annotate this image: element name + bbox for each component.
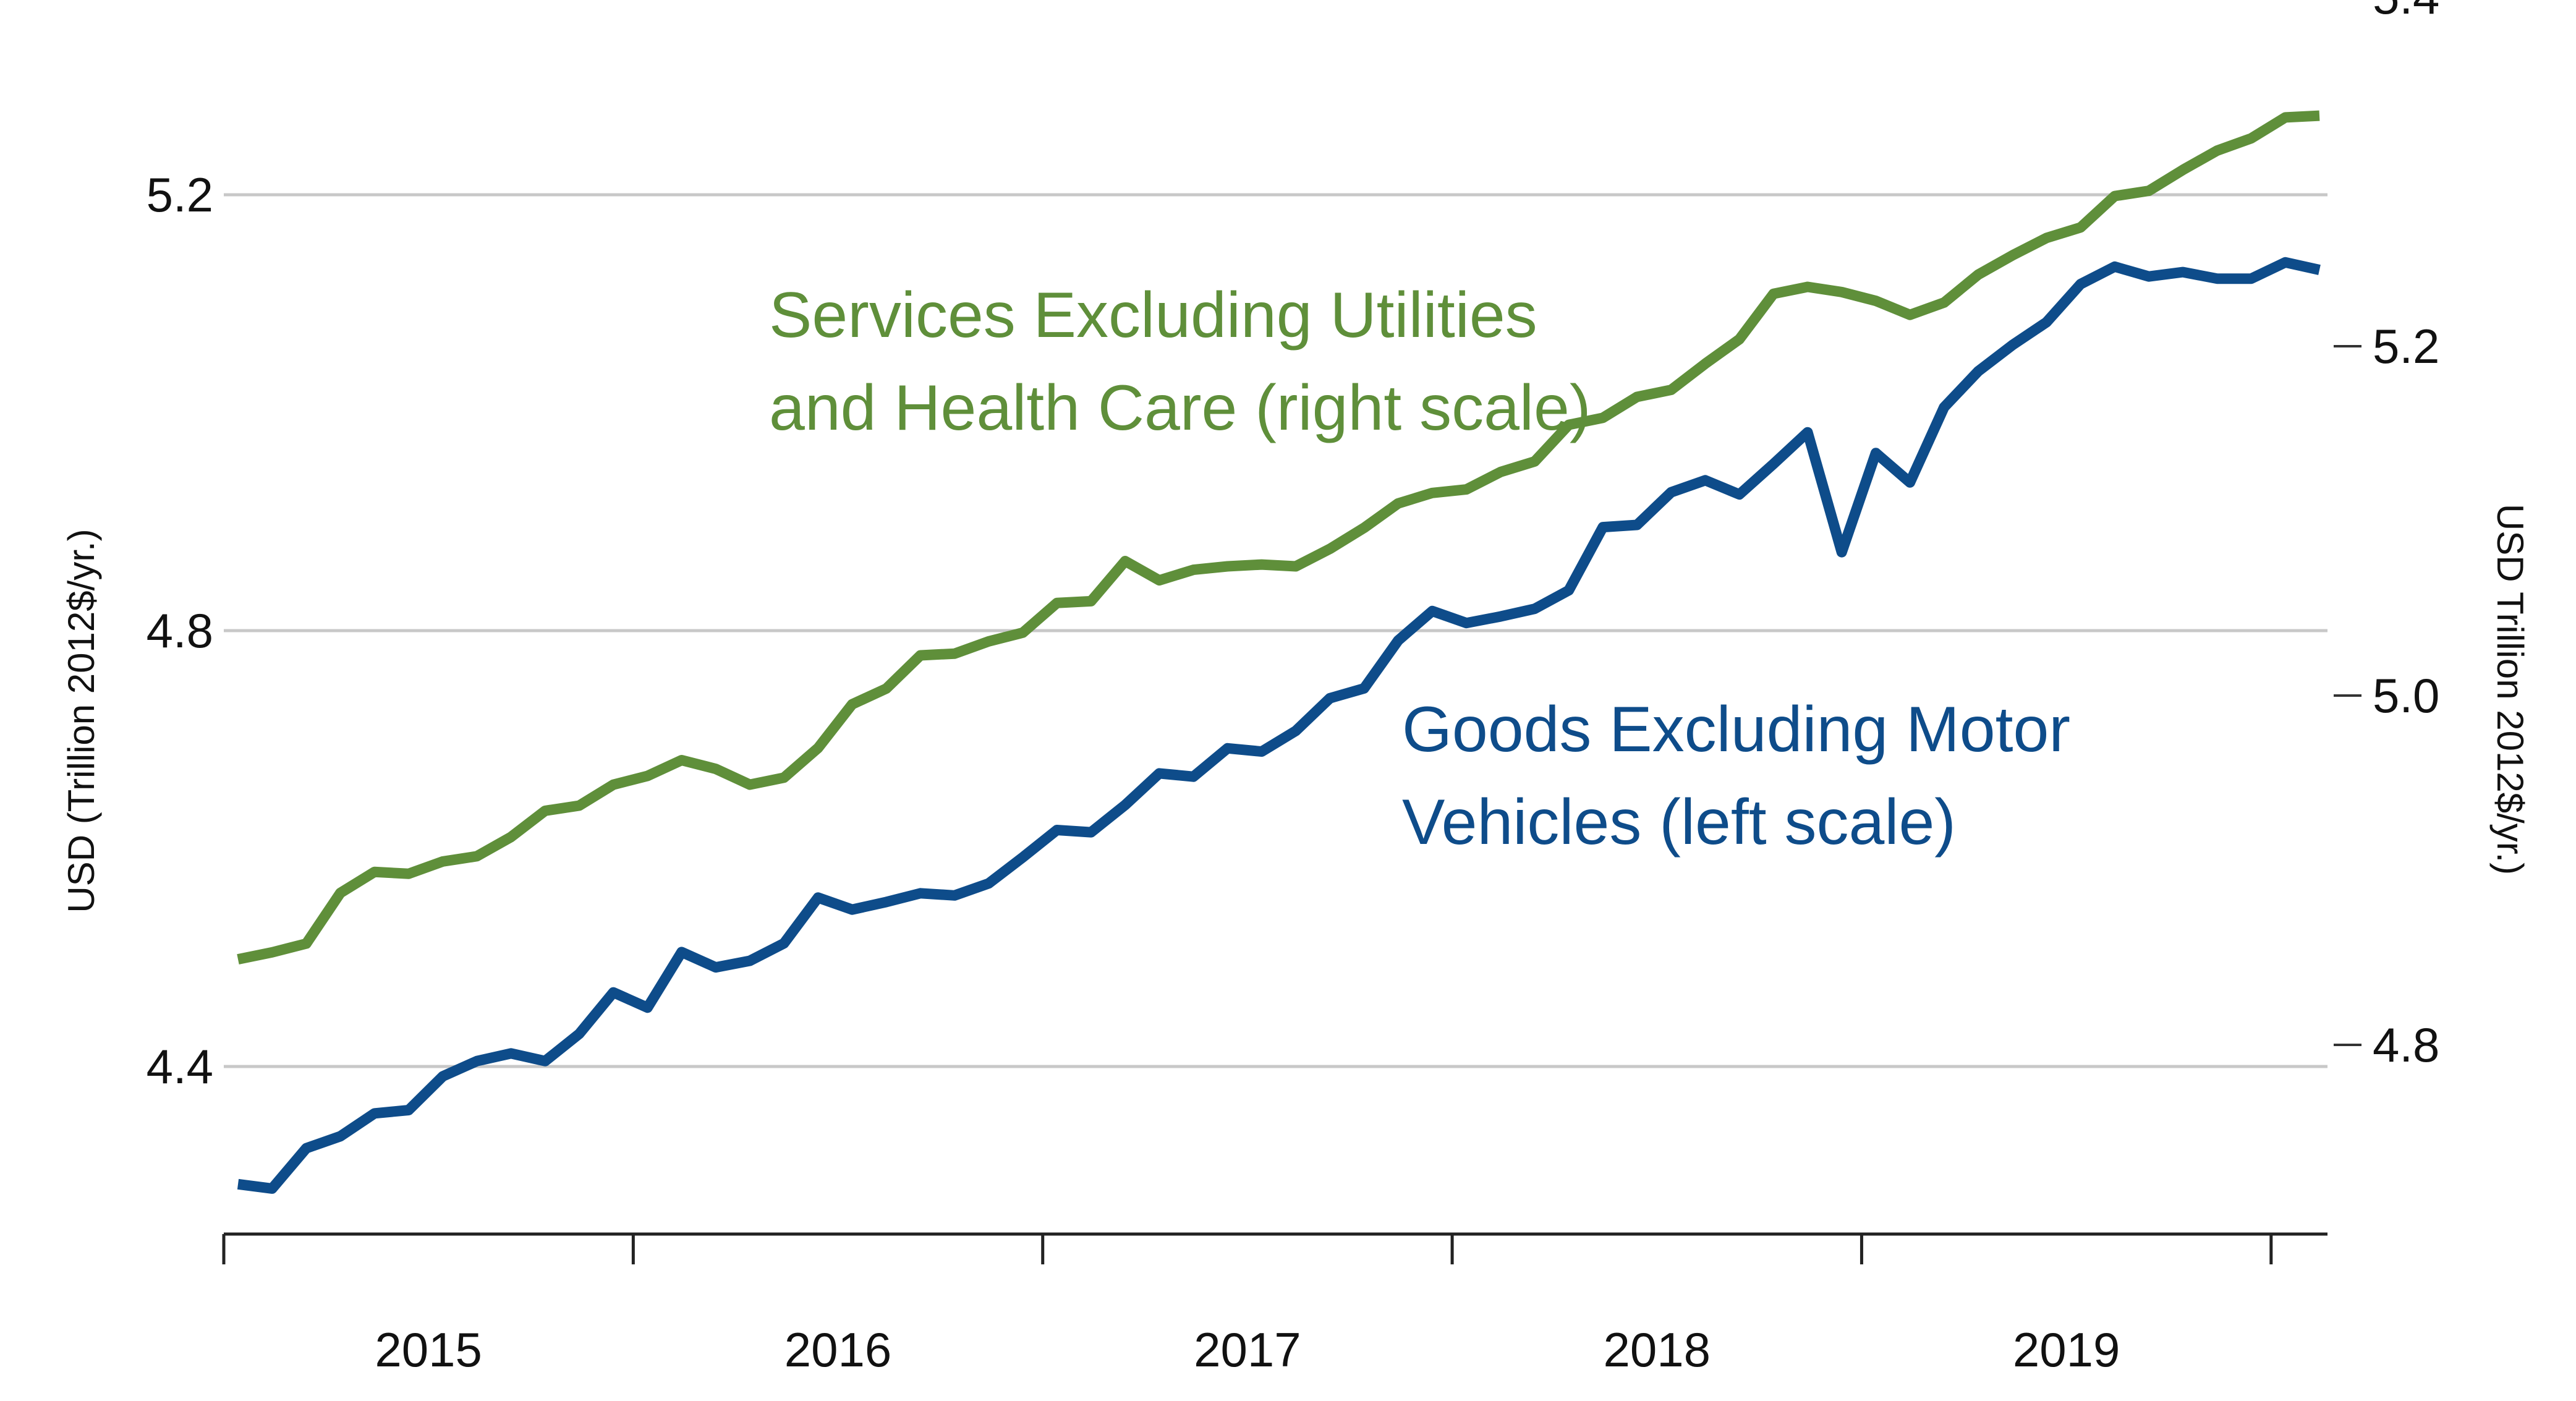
right-axis-title: USD Trillion 2012$/yr.): [2489, 504, 2531, 875]
tick-labels: 4.4 4.8 5.2 4.8 5.0 5.2 5.4 2015 2016 2017 2018 201…: [147, 0, 2440, 1377]
left-axis-title: USD (Trillion 2012$/yr.): [61, 529, 102, 913]
right-tick-label: 5.0: [2373, 668, 2439, 723]
right-axis-ticks: [2334, 345, 2361, 1046]
left-tick-label: 4.4: [147, 1039, 213, 1094]
x-tick-label: 2016: [784, 1322, 892, 1377]
x-tick-label: 2018: [1603, 1322, 1711, 1377]
left-tick-label: 4.8: [147, 603, 213, 658]
x-tick-label: 2019: [2013, 1322, 2120, 1377]
right-tick-label: 5.2: [2373, 319, 2439, 373]
x-tick-label: 2017: [1194, 1322, 1301, 1377]
series-label-services-line2: and Health Care (right scale): [769, 372, 1591, 444]
series-label-goods-line2: Vehicles (left scale): [1402, 786, 1956, 858]
gridlines: [224, 193, 2327, 1068]
right-tick-label: 4.8: [2373, 1018, 2439, 1072]
series-lines: [237, 110, 2321, 1194]
x-axis: [222, 1232, 2327, 1264]
x-tick-label: 2015: [375, 1322, 482, 1377]
series-line-goods: [237, 257, 2321, 1194]
series-label-services-line1: Services Excluding Utilities: [769, 279, 1537, 351]
right-tick-label: 5.4: [2373, 0, 2439, 24]
left-tick-label: 5.2: [147, 168, 213, 222]
series-label-goods-line1: Goods Excluding Motor: [1402, 694, 2070, 765]
series-line-services: [237, 110, 2320, 965]
